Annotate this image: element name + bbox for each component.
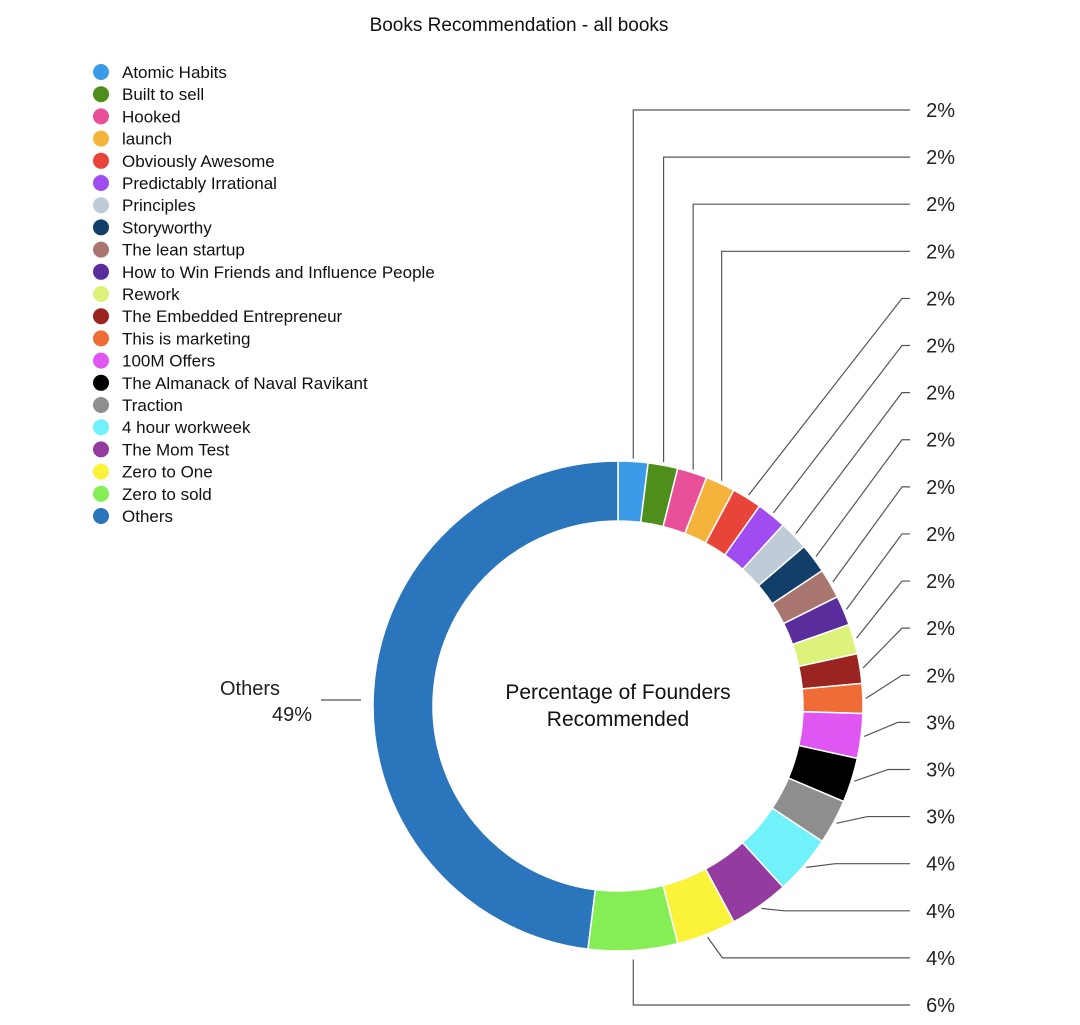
slice-this-is-marketing [801,682,864,715]
data-label-100m-offers: 3% [926,712,955,734]
legend-label-rework: Rework [122,285,180,304]
legend-label-hooked: Hooked [122,107,181,126]
center-label-line2: Recommended [547,708,689,731]
legend-label-the-embedded-entrepreneur: The Embedded Entrepreneur [122,307,343,326]
legend-label-predictably-irrational: Predictably Irrational [122,174,277,193]
leader-line-the-mom-test [761,907,910,912]
legend-marker-atomic-habits [93,64,109,80]
leader-line-predictably-irrational [773,344,910,514]
leader-line-the-almanack-of-naval-ravikant [854,768,910,782]
data-label-this-is-marketing: 2% [926,665,955,687]
legend-marker-the-lean-startup [93,241,109,258]
legend-marker-obviously-awesome [93,152,109,169]
legend-marker-hooked [93,108,109,125]
leader-line-traction [836,815,910,824]
leader-line-hooked [692,203,910,470]
legend-marker-100m-offers [93,352,109,369]
data-label-hooked: 2% [926,194,955,216]
legend-label-launch: launch [122,130,172,149]
data-label-4-hour-workweek: 4% [926,854,955,876]
slice-zero-to-sold [587,884,679,952]
legend-marker-4-hour-workweek [93,419,109,436]
leader-line-zero-to-one [707,936,910,959]
leader-line-this-is-marketing [865,674,910,699]
legend-label-this-is-marketing: This is marketing [122,329,250,348]
legend-marker-rework [93,286,109,302]
legend-marker-principles [93,197,109,214]
leader-line-obviously-awesome [748,297,910,496]
data-label-launch: 2% [926,241,955,263]
leader-line-storyworthy [815,439,910,557]
data-label-the-lean-startup: 2% [926,477,955,499]
data-label-built-to-sell: 2% [926,147,955,169]
data-label-others-name: Others [220,678,280,700]
data-label-the-mom-test: 4% [926,901,955,923]
leader-line-atomic-habits [632,109,910,459]
donut-slices [372,460,864,952]
legend-label-100m-offers: 100M Offers [122,352,215,371]
data-label-traction: 3% [926,807,955,829]
data-label-the-almanack-of-naval-ravikant: 3% [926,759,955,781]
legend-label-traction: Traction [122,396,183,415]
legend-marker-the-embedded-entrepreneur [93,308,109,325]
legend-label-zero-to-sold: Zero to sold [122,485,212,504]
leader-line-4-hour-workweek [806,863,910,868]
leader-line-how-to-win-friends-and-influence-people [845,533,910,610]
center-label-line1: Percentage of Founders [505,681,730,704]
data-label-how-to-win-friends-and-influence-people: 2% [926,524,955,546]
legend-marker-traction [93,397,109,413]
legend-label-principles: Principles [122,196,196,215]
legend-marker-the-almanack-of-naval-ravikant [93,374,109,391]
slice-others [372,460,619,950]
leader-line-zero-to-sold [632,959,910,1006]
data-label-the-embedded-entrepreneur: 2% [926,618,955,640]
legend-label-storyworthy: Storyworthy [122,218,212,237]
legend-label-built-to-sell: Built to sell [122,85,204,104]
legend-label-the-almanack-of-naval-ravikant: The Almanack of Naval Ravikant [122,374,368,393]
legend-label-4-hour-workweek: 4 hour workweek [122,418,251,437]
legend-marker-storyworthy [93,219,109,236]
leader-line-built-to-sell [662,156,910,463]
data-label-principles: 2% [926,383,955,405]
data-label-zero-to-one: 4% [926,948,955,970]
legend-label-the-lean-startup: The lean startup [122,241,245,260]
legend-label-obviously-awesome: Obviously Awesome [122,152,275,171]
legend-marker-zero-to-one [93,463,109,480]
leader-line-the-embedded-entrepreneur [862,627,910,669]
legend: Atomic Habits Built to sell Hooked launch Ob… [93,63,435,526]
chart-title: Books Recommendation - all books [370,15,669,36]
legend-marker-others [93,508,109,524]
legend-marker-built-to-sell [93,86,109,103]
data-label-obviously-awesome: 2% [926,288,955,310]
legend-label-the-mom-test: The Mom Test [122,440,230,459]
legend-marker-zero-to-sold [93,485,109,502]
leader-line-launch [721,250,910,481]
data-label-others-value: 49% [272,704,312,726]
data-label-storyworthy: 2% [926,430,955,452]
legend-label-zero-to-one: Zero to One [122,463,213,482]
slice-labels: 2% 2% 2% 2% 2% 2% 2% 2% 2% 2% 2% 2% 2% 3% 3% 3% 4% 4% 4% 6%… [220,100,955,1017]
legend-marker-how-to-win-friends-and-influence-people [93,263,109,280]
leader-line-rework [856,580,910,639]
legend-marker-the-mom-test [93,441,109,458]
legend-marker-launch [93,130,109,147]
data-label-rework: 2% [926,571,955,593]
data-label-predictably-irrational: 2% [926,336,955,358]
legend-marker-this-is-marketing [93,330,109,347]
legend-marker-predictably-irrational [93,175,109,191]
legend-label-atomic-habits: Atomic Habits [122,63,227,82]
leader-line-the-lean-startup [832,486,910,583]
legend-label-how-to-win-friends-and-influence-people: How to Win Friends and Influence People [122,263,435,282]
leader-line-principles [795,392,910,534]
data-label-atomic-habits: 2% [926,100,955,122]
leader-line-100m-offers [863,721,910,738]
legend-label-others: Others [122,507,173,526]
data-label-zero-to-sold: 6% [926,995,955,1017]
